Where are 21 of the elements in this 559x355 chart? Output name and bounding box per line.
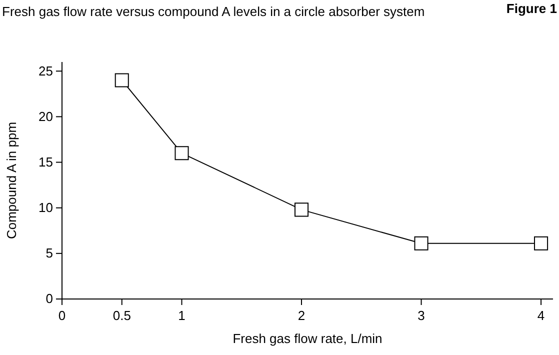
y-tick-label: 10 <box>38 200 53 216</box>
x-tick-label: 2 <box>298 308 306 324</box>
point <box>294 202 309 217</box>
point <box>114 73 129 88</box>
x-axis-title: Fresh gas flow rate, L/min <box>232 331 382 346</box>
point <box>414 236 428 250</box>
point <box>534 236 548 250</box>
x-tick-label: 3 <box>418 308 425 324</box>
y-tick-label: 15 <box>38 154 53 170</box>
y-tick-label: 25 <box>38 63 53 78</box>
y-tick-label: 0 <box>46 291 53 306</box>
y-tick-label: 20 <box>38 108 53 124</box>
y-tick-label: 5 <box>46 246 53 261</box>
chart-subtitle: Fresh gas flow rate versus compound A levels in a circle absorber system <box>2 4 425 19</box>
x-tick-label: 1 <box>178 308 186 324</box>
y-axis-title: Compound A in ppm <box>4 122 19 240</box>
x-tick-label: 4 <box>537 308 545 324</box>
x-tick-label: 0.5 <box>112 308 131 324</box>
caption: Figure 1 <box>506 1 557 16</box>
x-tick-label: 0 <box>58 308 66 324</box>
point <box>174 146 189 160</box>
